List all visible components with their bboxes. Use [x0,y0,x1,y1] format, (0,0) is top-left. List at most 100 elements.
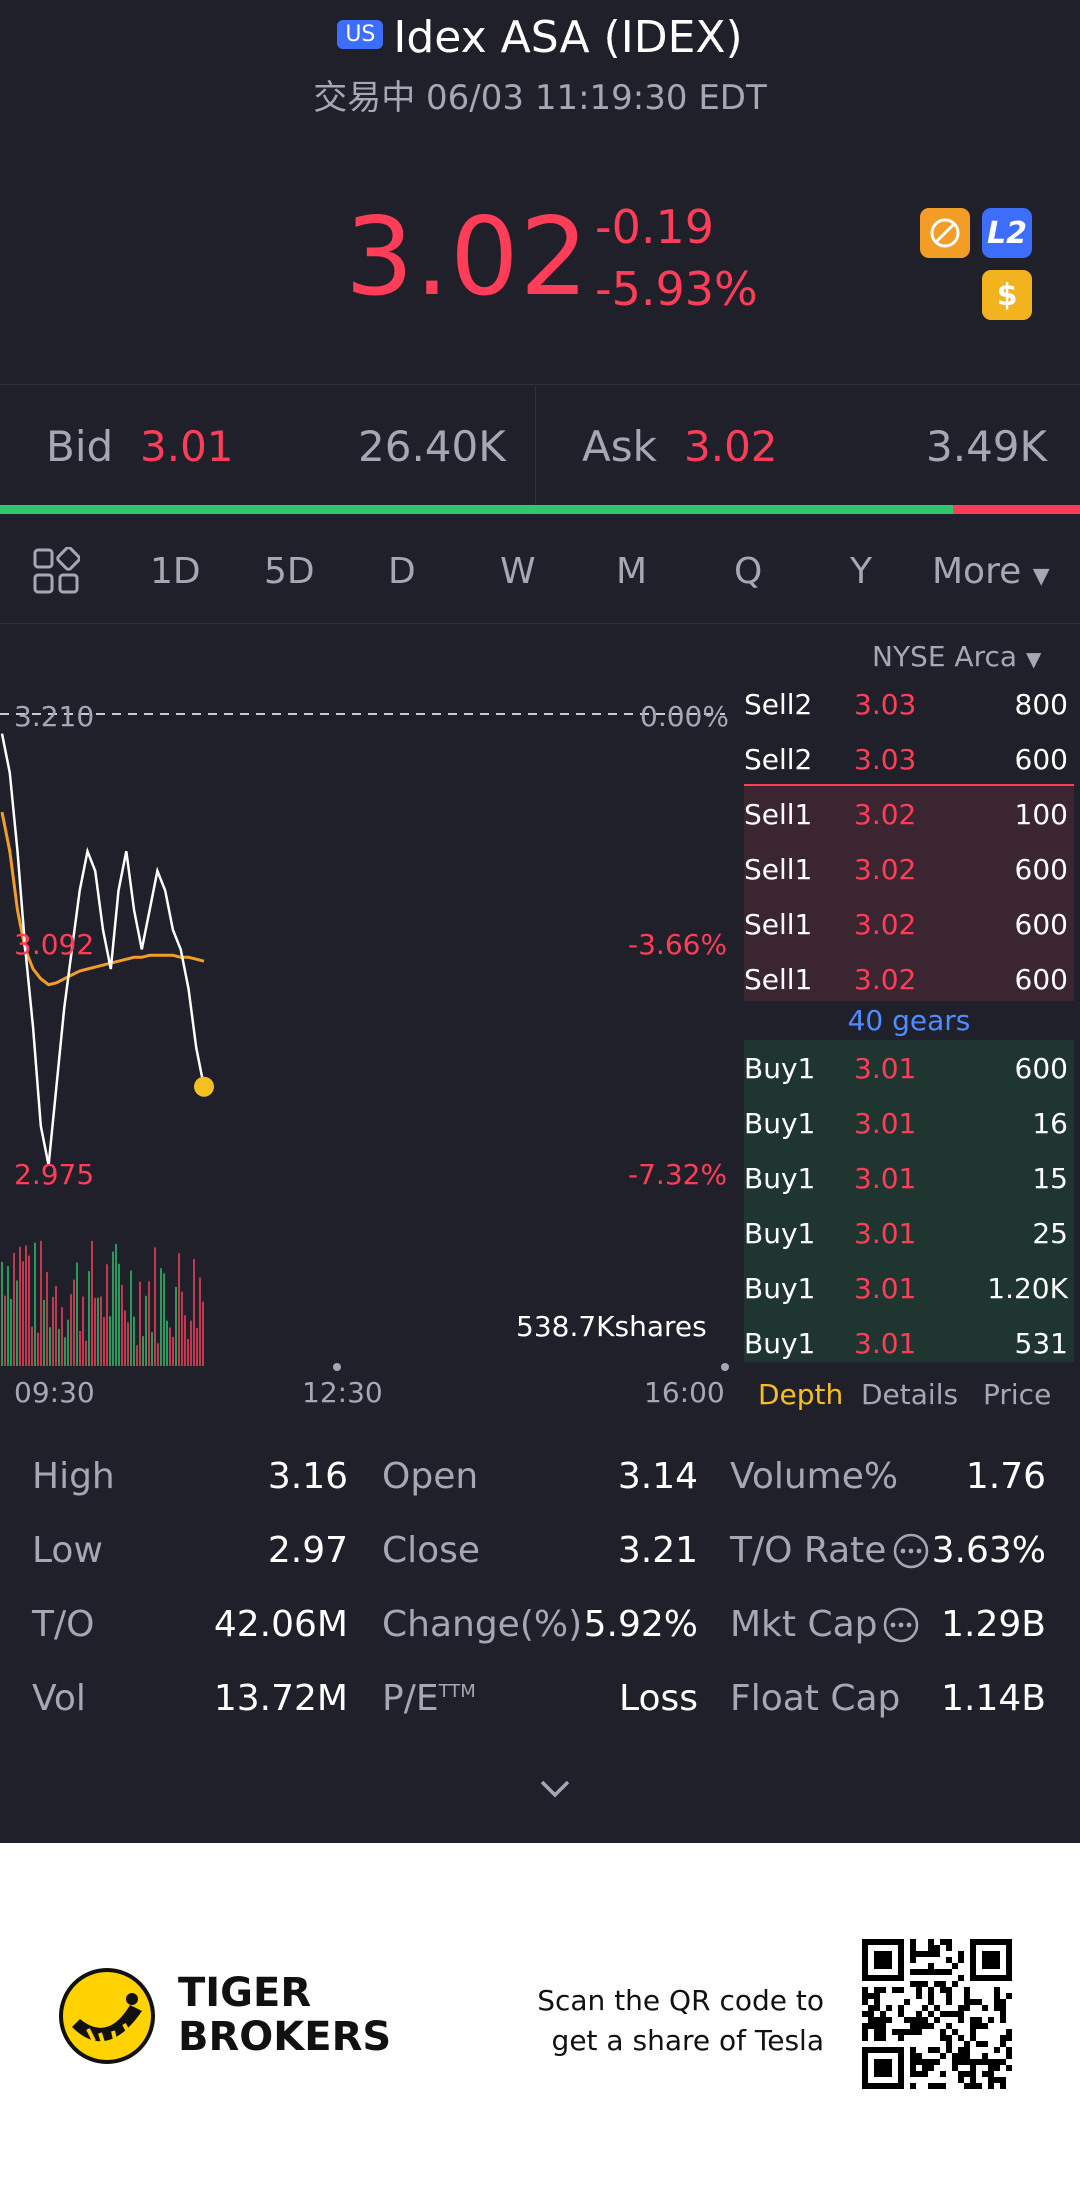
volume-bar [43,1299,45,1366]
volume-bar [184,1315,186,1366]
volume-bar [109,1316,111,1366]
bid-ratio-bar [0,505,953,514]
time-label-mid: 12:30 [302,1376,383,1409]
volume-bar [52,1296,54,1366]
buy-qty: 531 [1014,1327,1068,1360]
volume-bar [49,1327,51,1366]
brand-name: TIGER BROKERS [178,1971,391,2059]
sell-order-row: Sell2 3.03 800 [744,676,1074,731]
buy-qty: 1.20K [987,1272,1068,1305]
sell-qty: 600 [1014,908,1068,941]
volume-bar [178,1253,180,1366]
volume-bar [34,1242,36,1366]
sell-price: 3.02 [854,908,917,941]
sell-order-row: Sell1 3.02 600 [744,841,1074,896]
stat-float-cap-label: Float Cap [730,1678,901,1719]
sell-level-label: Sell1 [744,798,813,831]
stat-mkt-cap-label: Mkt Cap [730,1604,878,1645]
sell1-highlight [744,786,1074,1001]
divider [535,386,536,506]
grid-layout-icon[interactable] [32,546,81,599]
sell-qty: 800 [1014,688,1068,721]
buy-order-row: Buy1 3.01 1.20K [744,1260,1074,1315]
volume-bar [88,1271,90,1366]
bid-label: Bid [46,422,114,471]
volume-bar [187,1338,189,1366]
price-change: -0.19 [595,200,715,254]
tab-details[interactable]: Details [861,1378,959,1411]
tab-w[interactable]: W [500,551,536,592]
stat-volume-pct-label: Volume% [730,1456,899,1497]
trading-status: 交易中 06/03 11:19:30 EDT [313,78,767,118]
sell-level-label: Sell1 [744,853,813,886]
buy-level-label: Buy1 [744,1327,816,1360]
volume-bar [151,1332,153,1366]
volume-bar [61,1307,63,1366]
tab-1d[interactable]: 1D [150,551,201,592]
prev-close-pct: 0.00% [640,700,729,733]
sell-qty: 600 [1014,963,1068,996]
volume-bar [97,1297,99,1366]
stat-vol-label: Vol [32,1678,86,1719]
volume-bar [40,1240,42,1366]
tab-price[interactable]: Price [983,1378,1052,1411]
stat-pe-text: P/E [382,1678,439,1719]
volume-bar [103,1316,105,1366]
stat-to-value: 42.06M [213,1604,348,1645]
stat-low-value: 2.97 [267,1530,348,1571]
time-label-open: 09:30 [14,1376,95,1409]
qr-caption: Scan the QR code to get a share of Tesla [537,1981,824,2061]
dollar-icon[interactable]: $ [982,270,1032,320]
level2-icon[interactable]: L2 [982,208,1032,258]
volume-bar [1,1261,3,1366]
volume-bar [46,1272,48,1366]
buy-order-row: Buy1 3.01 600 [744,1040,1074,1095]
buy-level-label: Buy1 [744,1107,816,1140]
stat-high-value: 3.16 [267,1456,348,1497]
volume-bar [166,1320,168,1366]
more-info-icon[interactable] [882,1606,920,1648]
buy-order-row: Buy1 3.01 25 [744,1205,1074,1260]
last-price-dot [194,1076,214,1097]
intraday-chart[interactable] [0,690,740,1390]
volume-bar [13,1252,15,1366]
volume-bar [196,1327,198,1366]
tab-depth[interactable]: Depth [758,1378,844,1411]
volume-bar [115,1244,117,1366]
exchange-selector[interactable]: NYSE Arca ▼ [872,640,1041,673]
tab-more[interactable]: More ▼ [932,551,1050,592]
volume-bar [106,1264,108,1366]
chevron-down-icon[interactable] [538,1778,572,1804]
buy-qty: 25 [1032,1217,1068,1250]
volume-bar [157,1343,159,1366]
bid-size: 26.40K [358,422,506,471]
ask-price: 3.02 [684,422,778,471]
tab-d[interactable]: D [388,551,416,592]
volume-bar [58,1329,60,1366]
volume-bar [154,1247,156,1366]
volume-bar [10,1298,12,1366]
tab-m[interactable]: M [616,551,648,592]
volume-bar [67,1319,69,1366]
sell-level-label: Sell1 [744,908,813,941]
share-footer: TIGER BROKERS Scan the QR code to get a … [0,1843,1080,2189]
gears-link[interactable]: 40 gears [847,1004,971,1037]
volume-bar [172,1337,174,1366]
volume-bar [82,1296,84,1366]
volume-bar [7,1266,9,1366]
tab-q[interactable]: Q [734,551,763,592]
stat-change-value: 5.92% [583,1604,698,1645]
volume-bar [85,1340,87,1366]
period-tabs: 1D 5D D W M Q Y More ▼ [0,515,1080,624]
tab-y[interactable]: Y [850,551,872,592]
tab-5d[interactable]: 5D [264,551,315,592]
volume-bar [133,1316,135,1366]
more-info-icon[interactable] [892,1532,930,1574]
divider [744,784,1074,786]
stat-vol-value: 13.72M [213,1678,348,1719]
volume-bar [160,1268,162,1366]
volume-bar [76,1262,78,1366]
sell-order-row: Sell2 3.03 600 [744,731,1074,786]
volume-bar [169,1327,171,1366]
no-short-icon[interactable] [920,208,970,258]
